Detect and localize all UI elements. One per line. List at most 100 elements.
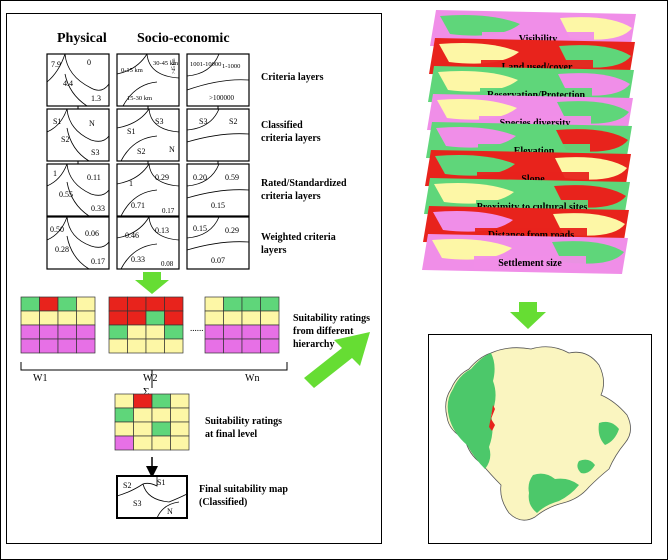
grid-cell: [76, 310, 96, 326]
final-class-label: S1: [157, 478, 165, 487]
stack-layer-patch: [435, 155, 515, 176]
final-map-label: (Classified): [199, 497, 247, 508]
rated-value: 1: [129, 179, 133, 188]
grid-cell: [151, 421, 171, 437]
grid-cell: [170, 435, 190, 451]
column-title-physical: Physical: [57, 31, 107, 46]
criteria-value: 7.9: [51, 60, 61, 69]
stack-layer-patch: [439, 43, 519, 64]
grid-cell: [223, 310, 243, 326]
class-label: S3: [155, 117, 163, 126]
grid-cell: [170, 421, 190, 437]
grid-cell: [241, 338, 261, 354]
green-diagonal-arrow-icon: [304, 332, 370, 388]
row-weighted-layers: 0.50 0.06 0.28 0.17 0.46 0.13 0.33 0.08 …: [46, 216, 336, 270]
criteria-value: 1001-10000: [190, 61, 221, 68]
map-red-strip: [489, 405, 495, 431]
weight-label-w2: W2: [143, 373, 157, 384]
grid-cell: [145, 338, 165, 354]
grid-cell: [114, 421, 134, 437]
class-label: N: [169, 145, 175, 154]
row-label: layers: [261, 245, 287, 256]
grid-cell: [170, 393, 190, 409]
weighted-value: 0.15: [193, 224, 207, 233]
final-class-label: S3: [133, 499, 141, 508]
rated-value: 0.15: [211, 201, 225, 210]
row-criteria-layers: 7.9 0 4.4 1.3 30-45 km 0-15 km 15-30 km …: [46, 53, 324, 107]
map-green-south: [528, 473, 579, 513]
grid-cell: [133, 393, 153, 409]
final-class-label: S2: [123, 481, 131, 490]
left-panel: Physical Socio-economic 7.9 0 4.4 1.3 30…: [6, 13, 382, 544]
row-label: Weighted criteria: [261, 232, 336, 243]
class-label: S3: [199, 117, 207, 126]
map-green-patch: [577, 459, 595, 474]
ratings-grid-final: [114, 393, 190, 451]
grid-cell: [223, 296, 243, 312]
stack-layer-label: Land used/cover: [502, 62, 573, 73]
class-label: N: [89, 119, 95, 128]
grid-cell: [108, 296, 128, 312]
grid-cell: [145, 296, 165, 312]
grid-cell: [260, 324, 280, 340]
grid-cell: [164, 324, 184, 340]
rated-value: 0.59: [225, 173, 239, 182]
rated-value: 1: [53, 169, 57, 178]
weighted-value: 0.28: [55, 245, 69, 254]
grid-cell: [127, 324, 147, 340]
map-green-west: [447, 353, 496, 469]
grid-cell: [204, 338, 224, 354]
map-green-east: [598, 421, 619, 445]
grid-cell: [164, 296, 184, 312]
row-label: Classified: [261, 120, 303, 131]
weighted-value: 0.29: [225, 226, 239, 235]
final-map-label: Final suitability map: [199, 484, 288, 495]
grid-cell: [223, 338, 243, 354]
criteria-value: 1.3: [91, 94, 101, 103]
grid-cell: [57, 324, 77, 340]
weighted-value: 0.50: [50, 225, 64, 234]
grid-cell: [151, 407, 171, 423]
grid-cell: [76, 338, 96, 354]
grid-cell: [114, 435, 134, 451]
criteria-value: 30-45 km: [153, 60, 178, 67]
stack-layer-patch: [432, 239, 512, 260]
rated-value: 0.29: [155, 173, 169, 182]
grid-cell: [241, 296, 261, 312]
grid-cell: [133, 407, 153, 423]
final-rating-label: at final level: [205, 429, 257, 440]
weighted-value: 0.33: [131, 255, 145, 264]
grid-cell: [260, 310, 280, 326]
stack-layer-patch: [440, 15, 520, 36]
ratings-grid-w2: [108, 296, 184, 354]
weighted-box-socio-1: [116, 216, 180, 270]
stack-layer-label: Distance from roads: [488, 230, 574, 241]
final-class-label: N: [167, 507, 173, 516]
stack-layer: Settlement size: [422, 234, 628, 274]
criteria-value: 1-1000: [222, 63, 240, 70]
weighted-value: 0.06: [85, 229, 99, 238]
rated-value: 0.33: [91, 204, 105, 213]
grid-cell: [20, 310, 40, 326]
weighted-value: 0.07: [211, 256, 225, 265]
grid-cell: [114, 407, 134, 423]
class-label: S2: [229, 117, 237, 126]
class-label: S1: [127, 127, 135, 136]
grid-cell: [39, 310, 59, 326]
ratings-label: Suitability ratings: [293, 313, 370, 324]
grid-cell: [39, 324, 59, 340]
stack-layer-patch: [434, 183, 514, 204]
row-classified-layers: S1 N S2 S3 S1 S3 S2 N S3 S2 Classified c…: [46, 108, 321, 162]
grid-cell: [114, 393, 134, 409]
criteria-value: >100000: [209, 94, 234, 102]
grid-cell: [39, 296, 59, 312]
stack-layer-label: Species diversity: [500, 118, 571, 129]
class-label: S3: [91, 148, 99, 157]
criteria-value: 0: [87, 58, 91, 67]
grid-ellipsis: ......: [190, 323, 204, 333]
grid-cell: [127, 296, 147, 312]
row-label: Criteria layers: [261, 72, 324, 83]
hierarchy-diagram: Physical Socio-economic 7.9 0 4.4 1.3 30…: [20, 31, 370, 519]
grid-cell: [260, 296, 280, 312]
rated-value: 0.20: [193, 173, 207, 182]
